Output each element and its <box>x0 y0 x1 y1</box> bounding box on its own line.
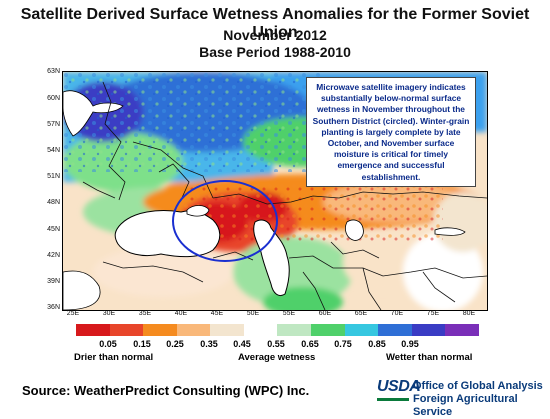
scale-swatch <box>311 324 345 336</box>
lat-label-63n: 63N <box>47 68 60 75</box>
scale-swatch <box>378 324 412 336</box>
lat-label-57n: 57N <box>47 121 60 128</box>
lat-label-54n: 54N <box>47 147 60 154</box>
lon-label-30e: 30E <box>102 310 116 317</box>
lon-label-45e: 45E <box>210 310 224 317</box>
scale-swatch <box>76 324 110 336</box>
lon-label-60e: 60E <box>318 310 332 317</box>
lon-label-25e: 25E <box>66 310 80 317</box>
usda-logo: USDA <box>377 378 421 395</box>
scale-tick-label: 0.65 <box>301 339 319 349</box>
scale-swatch <box>143 324 177 336</box>
scale-tick-label: 0.25 <box>166 339 184 349</box>
lat-label-51n: 51N <box>47 173 60 180</box>
scale-tick-label: 0.85 <box>368 339 386 349</box>
scale-tick-label: 0.55 <box>267 339 285 349</box>
lat-label-36n: 36N <box>47 304 60 311</box>
lat-label-39n: 39N <box>47 278 60 285</box>
scale-swatch <box>411 324 446 336</box>
lon-label-80e: 80E <box>462 310 476 317</box>
lat-label-60n: 60N <box>47 95 60 102</box>
lon-label-50e: 50E <box>246 310 260 317</box>
scale-tick-label: 0.75 <box>334 339 352 349</box>
agency-line-2: Foreign Agricultural Service <box>413 393 518 418</box>
lat-label-45n: 45N <box>47 226 60 233</box>
scale-tick-label: 0.95 <box>401 339 419 349</box>
southern-district-circle <box>172 180 278 262</box>
lat-label-48n: 48N <box>47 199 60 206</box>
scale-swatch <box>176 324 211 336</box>
scale-swatch <box>277 324 312 336</box>
scale-label-average: Average wetness <box>238 352 316 363</box>
source-credit: Source: WeatherPredict Consulting (WPC) … <box>22 383 310 398</box>
usda-logo-underline <box>377 398 409 401</box>
scale-tick-label: 0.45 <box>233 339 251 349</box>
scale-swatch <box>109 324 144 336</box>
scale-swatch <box>210 324 244 336</box>
scale-tick-label: 0.35 <box>200 339 218 349</box>
scale-tick-label: 0.05 <box>99 339 117 349</box>
chart-subtitle-base-period: Base Period 1988-2010 <box>199 44 351 60</box>
scale-swatch <box>445 324 479 336</box>
lon-label-70e: 70E <box>390 310 404 317</box>
lon-label-55e: 55E <box>282 310 296 317</box>
lon-label-75e: 75E <box>426 310 440 317</box>
lon-label-65e: 65E <box>354 310 368 317</box>
scale-label-dry: Drier than normal <box>74 352 154 363</box>
lon-label-40e: 40E <box>174 310 188 317</box>
chart-title: Satellite Derived Surface Wetness Anomal… <box>20 6 530 41</box>
color-scale-bar <box>76 324 479 336</box>
scale-swatch <box>344 324 379 336</box>
lon-label-35e: 35E <box>138 310 152 317</box>
lat-label-42n: 42N <box>47 252 60 259</box>
scale-swatch <box>243 324 278 336</box>
map-callout-note: Microwave satellite imagery indicates su… <box>306 77 476 187</box>
chart-subtitle-date: November 2012 <box>223 27 327 43</box>
agency-name: Office of Global Analysis Foreign Agricu… <box>413 380 550 419</box>
scale-tick-label: 0.15 <box>133 339 151 349</box>
scale-label-wet: Wetter than normal <box>386 352 473 363</box>
agency-line-1: Office of Global Analysis <box>413 380 543 392</box>
